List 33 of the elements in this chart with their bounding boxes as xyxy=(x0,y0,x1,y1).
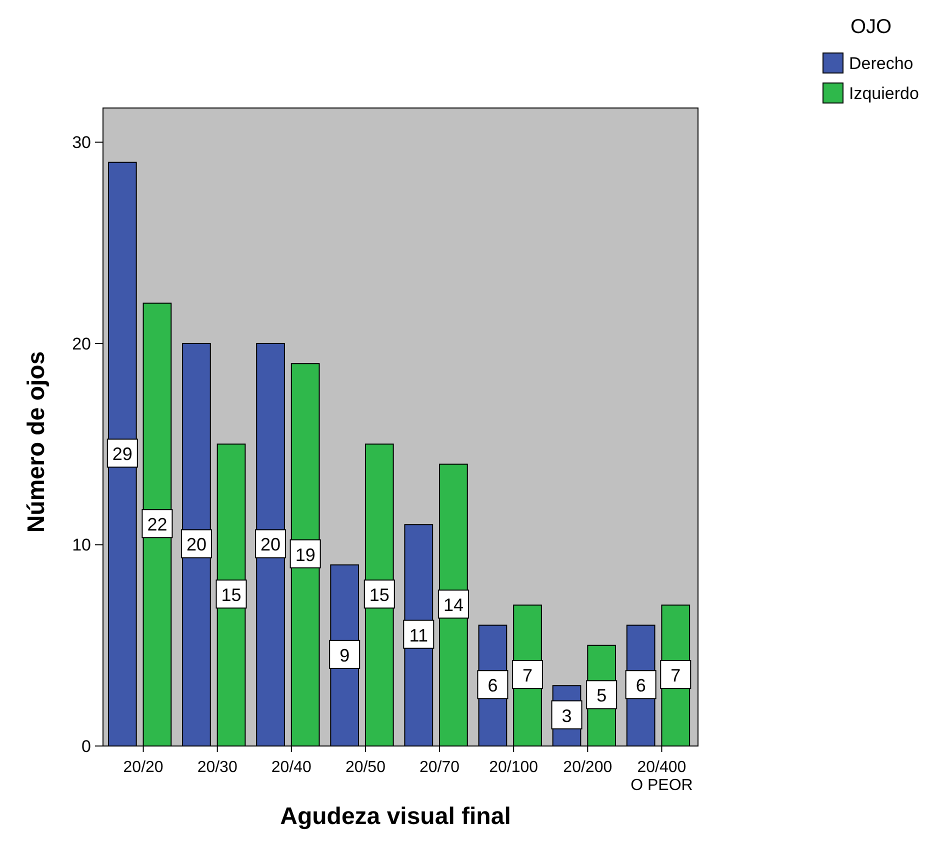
x-tick-label: 20/20 xyxy=(123,759,164,776)
data-label: 6 xyxy=(488,676,498,696)
x-tick-label: 20/70 xyxy=(420,759,460,776)
data-label: 6 xyxy=(636,676,646,696)
x-tick-label: 20/100 xyxy=(489,759,538,776)
x-axis-title: Agudeza visual final xyxy=(280,803,511,830)
x-tick-label: 20/30 xyxy=(197,759,238,776)
data-label: 7 xyxy=(522,666,533,686)
legend-label: Derecho xyxy=(849,54,914,73)
y-tick-label: 10 xyxy=(72,536,91,555)
data-label: 11 xyxy=(409,625,428,646)
y-tick-label: 0 xyxy=(82,737,91,756)
data-label: 7 xyxy=(670,666,681,686)
data-label: 9 xyxy=(340,645,350,666)
legend-title: OJO xyxy=(850,16,892,38)
data-label: 29 xyxy=(112,444,132,464)
x-tick-label: 20/40 xyxy=(271,759,312,776)
data-label: 22 xyxy=(147,514,168,535)
data-label: 5 xyxy=(596,686,607,706)
data-label: 15 xyxy=(221,585,242,606)
data-label: 20 xyxy=(260,534,281,555)
y-axis-title: Número de ojos xyxy=(23,351,50,533)
x-tick-label: 20/200 xyxy=(563,759,612,776)
legend-label: Izquierdo xyxy=(849,84,919,103)
x-tick-label: 20/400 O PEOR xyxy=(630,759,693,794)
data-label: 14 xyxy=(443,595,464,616)
data-label: 15 xyxy=(369,585,390,606)
data-label: 3 xyxy=(562,706,572,726)
y-tick-label: 30 xyxy=(72,133,91,152)
data-label: 20 xyxy=(186,534,206,555)
data-label: 19 xyxy=(295,544,316,565)
y-tick-label: 20 xyxy=(72,334,91,354)
x-tick-label: 20/50 xyxy=(345,759,386,776)
